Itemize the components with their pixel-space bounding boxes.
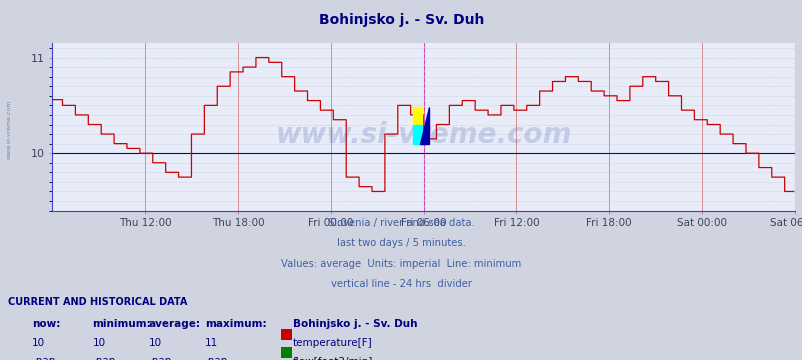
Text: Slovenia / river and sea data.: Slovenia / river and sea data. [328,218,474,228]
Text: minimum:: minimum: [92,319,151,329]
Text: vertical line - 24 hrs  divider: vertical line - 24 hrs divider [330,279,472,289]
Text: -nan: -nan [92,356,115,360]
Text: 10: 10 [32,338,45,348]
Text: Bohinjsko j. - Sv. Duh: Bohinjsko j. - Sv. Duh [293,319,417,329]
Text: flow[foot3/min]: flow[foot3/min] [293,356,373,360]
Text: now:: now: [32,319,60,329]
Text: Values: average  Units: imperial  Line: minimum: Values: average Units: imperial Line: mi… [281,259,521,269]
Text: average:: average: [148,319,200,329]
Text: 11: 11 [205,338,218,348]
Text: maximum:: maximum: [205,319,266,329]
Text: temperature[F]: temperature[F] [293,338,372,348]
Text: last two days / 5 minutes.: last two days / 5 minutes. [337,238,465,248]
Text: 10: 10 [148,338,161,348]
Text: www.si-vreme.com: www.si-vreme.com [275,121,571,149]
Text: 10: 10 [92,338,105,348]
Text: CURRENT AND HISTORICAL DATA: CURRENT AND HISTORICAL DATA [8,297,187,307]
Text: Bohinjsko j. - Sv. Duh: Bohinjsko j. - Sv. Duh [318,13,484,27]
Text: -nan: -nan [148,356,172,360]
Polygon shape [419,107,428,144]
Text: -nan: -nan [32,356,55,360]
Text: -nan: -nan [205,356,228,360]
Text: www.si-vreme.com: www.si-vreme.com [6,100,11,159]
